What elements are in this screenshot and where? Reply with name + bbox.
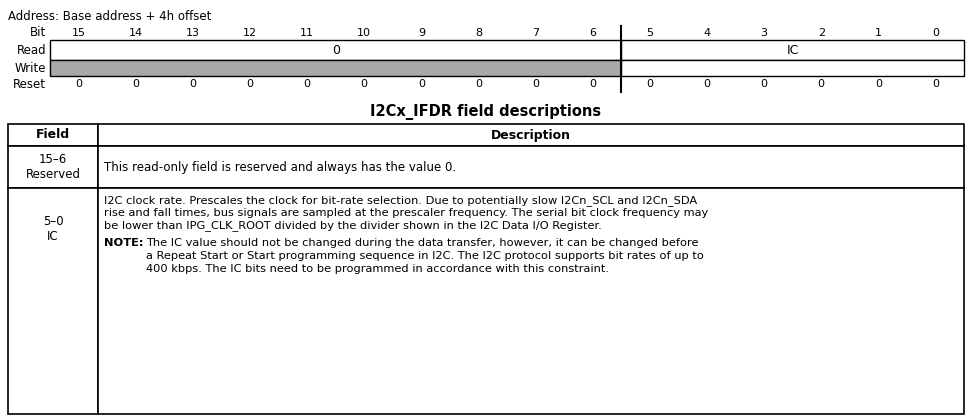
Bar [50,60,621,76]
Bar [98,124,964,146]
Text: Address: Base address + 4h offset: Address: Base address + 4h offset [8,10,211,23]
Text: 7: 7 [532,28,539,38]
Bar [621,40,964,60]
Text: 0: 0 [817,79,824,89]
Bar [8,146,98,188]
Text: rise and fall times, bus signals are sampled at the prescaler frequency. The ser: rise and fall times, bus signals are sam… [104,208,709,218]
Text: 12: 12 [243,28,257,38]
Bar [8,124,98,146]
Text: 0: 0 [418,79,425,89]
Text: 0: 0 [361,79,367,89]
Text: Field: Field [36,129,70,141]
Text: 3: 3 [760,28,768,38]
Text: 1: 1 [875,28,882,38]
Bar [621,60,964,76]
Text: 13: 13 [186,28,200,38]
Text: This read-only field is reserved and always has the value 0.: This read-only field is reserved and alw… [104,161,456,173]
Text: 6: 6 [589,28,596,38]
Text: I2C clock rate. Prescales the clock for bit-rate selection. Due to potentially s: I2C clock rate. Prescales the clock for … [104,195,697,206]
Text: 0: 0 [75,79,82,89]
Text: 0: 0 [247,79,254,89]
Text: a Repeat Start or Start programming sequence in I2C. The I2C protocol supports b: a Repeat Start or Start programming sequ… [146,251,704,261]
Text: 14: 14 [128,28,143,38]
Text: 0: 0 [303,79,311,89]
Text: 400 kbps. The IC bits need to be programmed in accordance with this constraint.: 400 kbps. The IC bits need to be program… [146,263,609,273]
Text: 0: 0 [875,79,882,89]
Text: IC: IC [786,44,799,57]
Text: 8: 8 [475,28,482,38]
Text: 0: 0 [331,44,339,57]
Text: 0: 0 [704,79,711,89]
Text: The IC value should not be changed during the data transfer, however, it can be : The IC value should not be changed durin… [146,238,699,248]
Text: 0: 0 [589,79,596,89]
Text: Description: Description [491,129,571,141]
Text: I2Cx_IFDR field descriptions: I2Cx_IFDR field descriptions [370,104,602,120]
Text: 0: 0 [932,79,939,89]
Text: 0: 0 [475,79,482,89]
Bar [8,188,98,414]
Bar [98,146,964,188]
Text: 0: 0 [932,28,939,38]
Text: 10: 10 [357,28,371,38]
Text: Read: Read [17,44,46,57]
Text: 0: 0 [760,79,768,89]
Text: Write: Write [15,62,46,74]
Text: NOTE:: NOTE: [104,238,144,248]
Text: 11: 11 [300,28,314,38]
Text: Bit: Bit [30,27,46,40]
Text: be lower than IPG_CLK_ROOT divided by the divider shown in the I2C Data I/O Regi: be lower than IPG_CLK_ROOT divided by th… [104,220,602,231]
Text: 0: 0 [646,79,653,89]
Text: 5–0
IC: 5–0 IC [43,215,63,243]
Bar [50,40,621,60]
Text: 4: 4 [704,28,711,38]
Text: 0: 0 [190,79,196,89]
Text: 2: 2 [817,28,825,38]
Text: 0: 0 [132,79,139,89]
Text: Reset: Reset [13,77,46,91]
Bar [98,188,964,414]
Text: 9: 9 [418,28,425,38]
Text: 0: 0 [532,79,539,89]
Text: 5: 5 [646,28,653,38]
Text: 15–6
Reserved: 15–6 Reserved [25,153,81,181]
Text: 15: 15 [72,28,86,38]
